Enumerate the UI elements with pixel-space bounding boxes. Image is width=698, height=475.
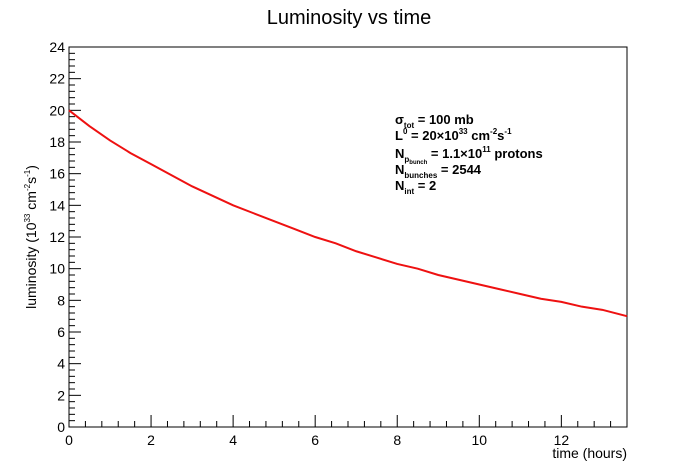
annotation-sigma-line: σtot = 100 mb [395, 112, 474, 130]
x-tick-label: 4 [229, 432, 237, 448]
y-tick-label: 20 [49, 102, 65, 118]
x-tick-label: 6 [311, 432, 319, 448]
y-tick-label: 16 [49, 166, 65, 182]
y-tick-label: 24 [49, 39, 65, 55]
x-tick-label: 2 [147, 432, 155, 448]
y-axis-label: luminosity (1033 cm-2s-1) [23, 165, 39, 309]
y-tick-label: 22 [49, 71, 65, 87]
y-tick-label: 8 [57, 292, 65, 308]
y-tick-label: 6 [57, 324, 65, 340]
annotation-luminosity-line: L0 = 20×1033 cm-2s-1 [395, 127, 512, 143]
x-tick-label: 10 [472, 432, 488, 448]
x-axis-ticks [68, 415, 628, 427]
x-axis-tick-labels: 0 2 4 6 8 10 12 [65, 432, 569, 448]
parameter-annotation: σtot = 100 mb L0 = 20×1033 cm-2s-1 Npbun… [395, 112, 543, 196]
y-tick-label: 0 [57, 419, 65, 435]
y-tick-label: 10 [49, 261, 65, 277]
chart-title: Luminosity vs time [267, 7, 432, 29]
y-axis-ticks [69, 46, 81, 428]
annotation-bunches-line: Nbunches = 2544 [395, 162, 482, 180]
annotation-protons-line: Npbunch = 1.1×1011 protons [395, 145, 543, 166]
y-tick-label: 18 [49, 134, 65, 150]
plot-frame [68, 46, 628, 428]
y-tick-label: 14 [49, 197, 65, 213]
x-axis-label: time (hours) [552, 445, 627, 461]
y-tick-label: 2 [57, 387, 65, 403]
annotation-interactions-line: Nint = 2 [395, 178, 436, 196]
y-tick-label: 12 [49, 229, 65, 245]
x-tick-label: 8 [393, 432, 401, 448]
x-tick-label: 12 [554, 432, 570, 448]
x-tick-label: 0 [65, 432, 73, 448]
luminosity-curve [68, 109, 628, 318]
y-tick-label: 4 [57, 356, 65, 372]
